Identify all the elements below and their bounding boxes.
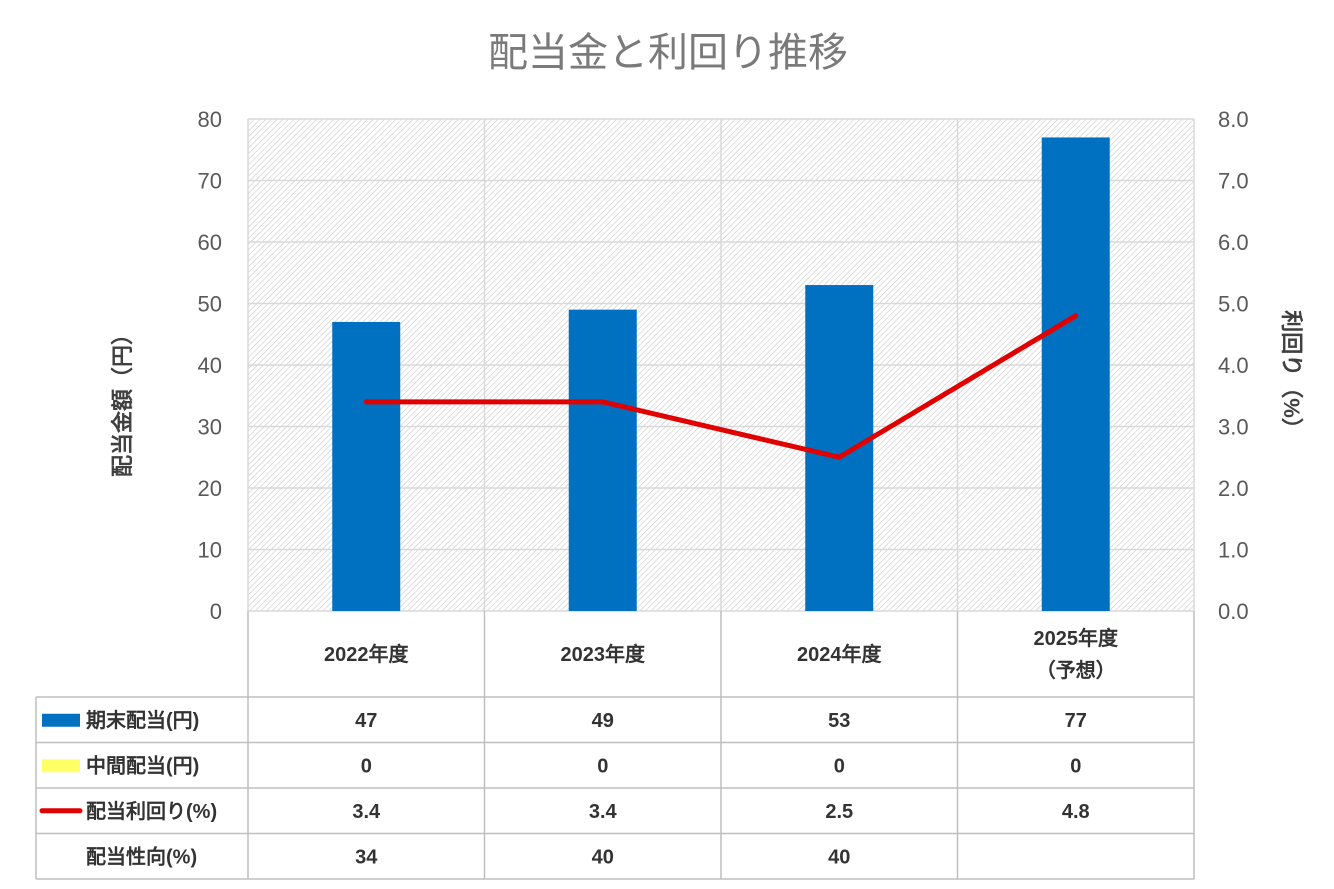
bar-end-dividend xyxy=(805,285,874,611)
y-tick-label: 80 xyxy=(198,107,222,132)
y2-tick-label: 4.0 xyxy=(1218,353,1249,378)
y2-tick-label: 7.0 xyxy=(1218,169,1249,194)
table-cell: 77 xyxy=(1065,710,1087,732)
table-cell: 47 xyxy=(355,710,377,732)
y2-tick-label: 5.0 xyxy=(1218,292,1249,317)
table-row-label: 期末配当(円) xyxy=(86,709,199,732)
gridlines xyxy=(247,118,1195,612)
x-category-label: 2025年度 xyxy=(1034,626,1119,650)
bars xyxy=(332,137,1110,611)
yield-line xyxy=(363,313,1079,460)
x-category-label: 2024年度 xyxy=(797,642,882,666)
data-table: 2022年度 2023年度 2024年度 2025年度 （予想） 期末配当(円) 47 49 5… xyxy=(35,611,1195,880)
y2-tick-label: 3.0 xyxy=(1218,415,1249,440)
table-cell: 40 xyxy=(592,846,614,868)
x-category-label: 2023年度 xyxy=(561,642,646,666)
legend-key-interim-dividend xyxy=(42,759,80,773)
y2-tick-label: 8.0 xyxy=(1218,107,1249,132)
y-tick-label: 70 xyxy=(198,169,222,194)
table-cell: 53 xyxy=(828,710,850,732)
y-axis-right-ticks: 0.0 1.0 2.0 3.0 4.0 5.0 6.0 7.0 8.0 xyxy=(1218,107,1249,624)
table-cell: 40 xyxy=(828,846,850,868)
y2-axis-label: 利回り（%） xyxy=(1279,310,1304,440)
bar-end-dividend xyxy=(332,321,401,611)
y2-tick-label: 2.0 xyxy=(1218,476,1249,501)
table-cell: 0 xyxy=(834,755,845,777)
x-category-label: 2022年度 xyxy=(324,642,409,666)
table-cell: 3.4 xyxy=(352,801,381,823)
yield-series-line xyxy=(363,313,1079,460)
table-cell: 34 xyxy=(355,846,378,868)
table-row-label: 配当利回り(%) xyxy=(86,800,217,823)
x-category-label: （予想） xyxy=(1036,659,1116,682)
y-axis-left-ticks: 0 10 20 30 40 50 60 70 80 xyxy=(198,107,222,624)
table-cell: 0 xyxy=(1070,755,1081,777)
y-tick-label: 50 xyxy=(198,292,222,317)
y2-tick-label: 0.0 xyxy=(1218,599,1249,624)
table-cell: 2.5 xyxy=(825,801,853,823)
y-tick-label: 10 xyxy=(198,538,222,563)
table-row-label: 中間配当(円) xyxy=(86,753,199,777)
table-cell: 4.8 xyxy=(1062,801,1090,823)
table-cell: 0 xyxy=(597,755,608,777)
bar-end-dividend xyxy=(568,309,637,611)
y-axis-label: 配当金額（円） xyxy=(110,323,135,477)
table-cell: 0 xyxy=(361,755,372,777)
y-tick-label: 20 xyxy=(198,476,222,501)
y2-tick-label: 1.0 xyxy=(1218,538,1249,563)
y-tick-label: 60 xyxy=(198,230,222,255)
bar-end-dividend xyxy=(1041,137,1110,611)
legend-key-end-dividend xyxy=(42,713,80,727)
y2-tick-label: 6.0 xyxy=(1218,230,1249,255)
chart-title: 配当金と利回り推移 xyxy=(488,31,848,75)
y-tick-label: 40 xyxy=(198,353,222,378)
y-tick-label: 30 xyxy=(198,415,222,440)
y-tick-label: 0 xyxy=(210,599,222,624)
table-cell: 3.4 xyxy=(589,801,618,823)
table-cell: 49 xyxy=(592,710,614,732)
table-row-label: 配当性向(%) xyxy=(86,844,197,868)
